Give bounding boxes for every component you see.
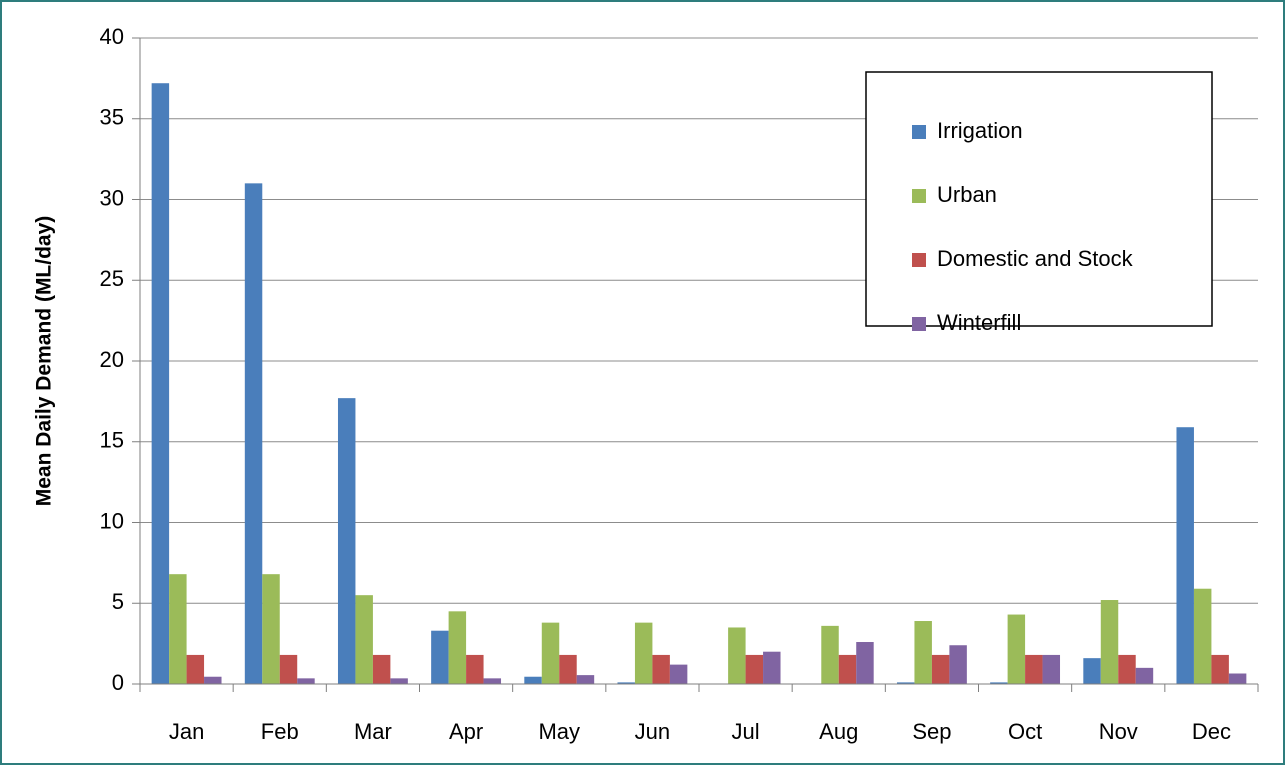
legend-label: Domestic and Stock bbox=[937, 246, 1134, 271]
y-tick-label: 15 bbox=[100, 428, 124, 453]
legend-swatch bbox=[912, 189, 926, 203]
x-tick-label: Dec bbox=[1192, 719, 1231, 744]
bar bbox=[1176, 427, 1194, 684]
bar bbox=[617, 682, 635, 684]
bar bbox=[1135, 667, 1154, 684]
bar bbox=[186, 654, 205, 684]
bar bbox=[576, 675, 595, 684]
x-tick-label: Oct bbox=[1008, 719, 1042, 744]
y-tick-label: 40 bbox=[100, 24, 124, 49]
legend-swatch bbox=[912, 125, 926, 139]
bar bbox=[728, 627, 746, 684]
bar bbox=[151, 83, 170, 685]
bar bbox=[448, 611, 467, 684]
bar bbox=[896, 682, 915, 684]
x-tick-label: Nov bbox=[1099, 719, 1138, 744]
x-tick-label: Jul bbox=[732, 719, 760, 744]
x-tick-label: Apr bbox=[449, 719, 483, 744]
bar bbox=[1025, 654, 1043, 684]
bar bbox=[1118, 654, 1136, 684]
bar bbox=[669, 664, 688, 684]
bar bbox=[541, 622, 560, 684]
bar bbox=[1228, 673, 1247, 684]
x-tick-label: Jan bbox=[169, 719, 204, 744]
bar bbox=[1007, 614, 1026, 684]
y-tick-label: 35 bbox=[100, 105, 124, 130]
bar bbox=[634, 622, 653, 684]
y-tick-label: 30 bbox=[100, 185, 124, 210]
x-tick-label: Feb bbox=[261, 719, 299, 744]
bar bbox=[355, 595, 373, 684]
bar bbox=[262, 574, 280, 684]
bar bbox=[821, 625, 839, 684]
x-tick-label: Jun bbox=[635, 719, 670, 744]
bar bbox=[337, 398, 356, 684]
bar bbox=[431, 630, 449, 684]
bar bbox=[559, 654, 577, 684]
legend-swatch bbox=[912, 317, 926, 331]
bar bbox=[169, 574, 187, 684]
y-tick-label: 5 bbox=[112, 589, 124, 614]
bar bbox=[279, 654, 298, 684]
bar bbox=[1211, 654, 1229, 684]
bar bbox=[524, 676, 542, 684]
x-tick-label: Aug bbox=[819, 719, 858, 744]
y-tick-label: 20 bbox=[100, 347, 124, 372]
legend-swatch bbox=[912, 253, 926, 267]
x-tick-label: Sep bbox=[912, 719, 951, 744]
bar bbox=[372, 654, 391, 684]
bar bbox=[297, 678, 315, 684]
y-tick-label: 0 bbox=[112, 670, 124, 695]
bar bbox=[483, 678, 502, 684]
bar bbox=[914, 621, 932, 684]
x-tick-label: May bbox=[538, 719, 580, 744]
bar bbox=[931, 654, 950, 684]
bar bbox=[204, 676, 222, 684]
bar bbox=[949, 645, 967, 684]
bar bbox=[1083, 658, 1101, 684]
x-tick-label: Mar bbox=[354, 719, 392, 744]
legend-label: Irrigation bbox=[937, 118, 1023, 143]
bar bbox=[244, 183, 263, 684]
bar bbox=[1193, 588, 1212, 684]
y-tick-label: 25 bbox=[100, 266, 124, 291]
bar bbox=[856, 642, 874, 684]
bar bbox=[1100, 600, 1119, 684]
bar bbox=[838, 654, 857, 684]
bar bbox=[745, 654, 764, 684]
legend-label: Winterfill bbox=[937, 310, 1021, 335]
bar bbox=[990, 682, 1008, 684]
bar bbox=[466, 654, 484, 684]
bar bbox=[763, 651, 781, 684]
y-axis-label: Mean Daily Demand (ML/day) bbox=[33, 216, 56, 507]
bar bbox=[390, 678, 408, 684]
bar bbox=[652, 654, 670, 684]
legend-label: Urban bbox=[937, 182, 997, 207]
bar bbox=[1042, 654, 1061, 684]
y-tick-label: 10 bbox=[100, 508, 124, 533]
